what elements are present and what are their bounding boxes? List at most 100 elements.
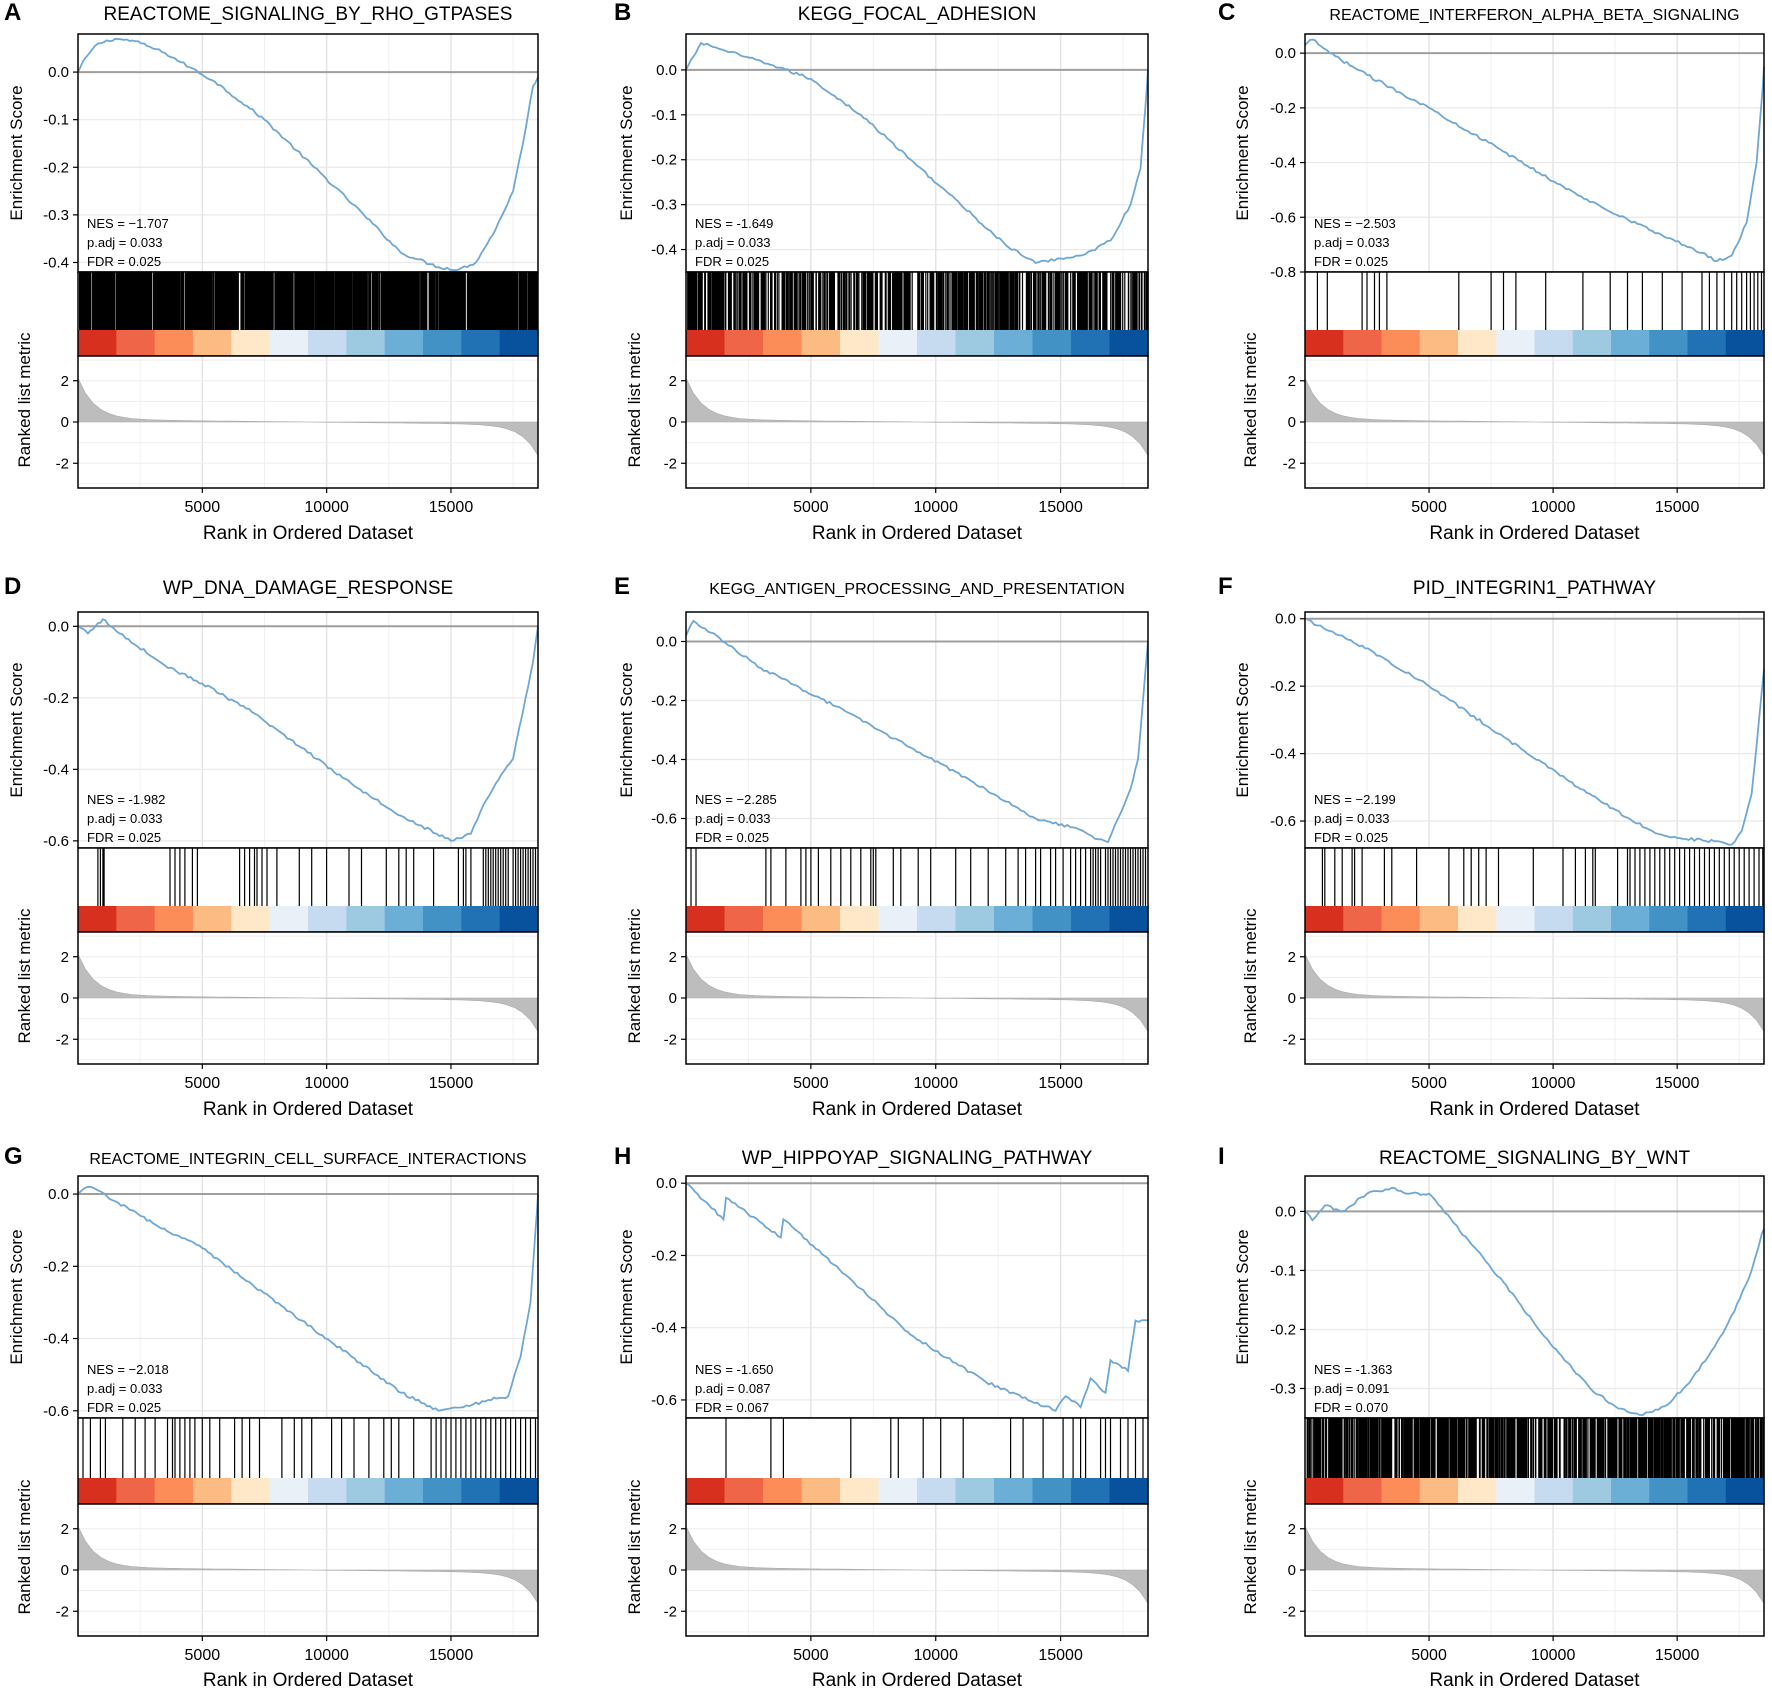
rank-color-segment	[1343, 330, 1383, 356]
es-plot-area	[686, 34, 1148, 272]
x-axis-label: Rank in Ordered Dataset	[203, 523, 414, 544]
x-axis-label: Rank in Ordered Dataset	[812, 523, 1023, 544]
gsea-panel-B: B KEGG_FOCAL_ADHESION 0.0 -0.1 -0.2 -0.3 -0.4 E…	[614, 0, 1149, 544]
rank-color-segment	[116, 1478, 156, 1504]
rank-color-segment	[1032, 1478, 1072, 1504]
metric-area	[1304, 1526, 1765, 1605]
rank-color-segment	[763, 906, 803, 932]
xtick-label: 15000	[1655, 1075, 1700, 1092]
metric-ytick-label: 2	[61, 1521, 69, 1538]
rank-color-segment	[955, 1478, 995, 1504]
panel-letter: A	[4, 0, 21, 26]
panel-letter: B	[614, 0, 631, 26]
es-plot-area	[78, 612, 538, 848]
hit-lines	[1316, 272, 1763, 330]
es-curve	[685, 41, 1149, 265]
gsea-panel-I: I REACTOME_SIGNALING_BY_WNT 0.0 -0.1 -0.2 -0.…	[1218, 1143, 1765, 1691]
stats-text: p.adj = 0.033	[1314, 811, 1390, 826]
rank-color-segment	[1381, 330, 1421, 356]
es-ytick-label: -0.6	[651, 811, 677, 828]
es-ylabel: Enrichment Score	[617, 85, 636, 220]
es-ytick-label: -0.1	[651, 107, 677, 124]
metric-area	[77, 1526, 539, 1605]
rank-color-segment	[763, 1478, 803, 1504]
es-ytick-label: -0.8	[1270, 264, 1296, 281]
stats-text: p.adj = 0.033	[87, 811, 163, 826]
rank-color-segment	[1343, 1478, 1383, 1504]
rank-color-segment	[1572, 330, 1612, 356]
rank-color-segment	[1496, 330, 1536, 356]
rank-color-segment	[461, 906, 501, 932]
xtick-label: 5000	[1411, 1647, 1447, 1664]
stats-text: FDR = 0.025	[695, 830, 769, 845]
es-curve	[685, 619, 1149, 844]
rank-color-segment	[193, 906, 232, 932]
es-ylabel: Enrichment Score	[1233, 662, 1252, 797]
stats-text: p.adj = 0.033	[87, 235, 163, 250]
rank-color-segment	[763, 330, 803, 356]
rank-color-segment	[308, 906, 347, 932]
es-ytick-label: 0.0	[48, 1186, 69, 1203]
xtick-label: 5000	[793, 1647, 829, 1664]
es-curve	[1304, 1186, 1765, 1416]
rank-color-segment	[269, 1478, 309, 1504]
hit-lines	[79, 272, 539, 330]
rank-color-segment	[384, 1478, 424, 1504]
rank-color-segment	[78, 1478, 117, 1504]
metric-ytick-label: 0	[1288, 990, 1296, 1007]
metric-area	[685, 954, 1149, 1033]
es-ylabel: Enrichment Score	[1233, 1229, 1252, 1364]
es-ytick-label: -0.6	[1270, 209, 1296, 226]
metric-ytick-label: -2	[664, 1031, 677, 1048]
stats-text: p.adj = 0.033	[695, 235, 771, 250]
metric-ytick-label: 0	[1288, 1562, 1296, 1579]
xtick-label: 15000	[429, 499, 474, 516]
rank-color-segment	[346, 1478, 386, 1504]
es-ylabel: Enrichment Score	[7, 662, 26, 797]
es-ytick-label: 0.0	[48, 618, 69, 635]
rank-color-segment	[423, 906, 462, 932]
es-ylabel: Enrichment Score	[1233, 85, 1252, 220]
rank-color-segment	[840, 330, 880, 356]
stats-text: p.adj = 0.091	[1314, 1381, 1390, 1396]
rank-color-segment	[994, 906, 1034, 932]
es-ytick-label: -0.1	[43, 112, 69, 129]
es-plot-area	[686, 612, 1148, 848]
es-ytick-label: -0.2	[651, 693, 677, 710]
es-ytick-label: -0.6	[43, 833, 69, 850]
rank-color-segment	[116, 330, 156, 356]
rank-color-segment	[917, 330, 957, 356]
metric-ylabel: Ranked list metric	[15, 908, 34, 1044]
rank-color-segment	[231, 1478, 271, 1504]
xtick-label: 5000	[185, 1075, 221, 1092]
es-ytick-label: -0.3	[43, 207, 69, 224]
xtick-label: 5000	[793, 1075, 829, 1092]
gsea-panel-A: A REACTOME_SIGNALING_BY_RHO_GTPASES 0.0 -0.…	[4, 0, 539, 544]
es-plot-area	[1305, 34, 1764, 272]
stats-text: NES = -1.363	[1314, 1362, 1392, 1377]
metric-ylabel: Ranked list metric	[1241, 908, 1260, 1044]
rank-color-segment	[1649, 1478, 1689, 1504]
rank-color-segment	[269, 906, 309, 932]
panel-title: REACTOME_INTERFERON_ALPHA_BETA_SIGNALING	[1329, 7, 1739, 24]
xtick-label: 10000	[304, 1075, 349, 1092]
es-ytick-label: -0.6	[651, 1392, 677, 1409]
rank-color-segment	[724, 330, 764, 356]
panel-title: WP_HIPPOYAP_SIGNALING_PATHWAY	[742, 1148, 1093, 1169]
es-plot-area	[1305, 612, 1764, 848]
xtick-label: 10000	[1531, 1075, 1576, 1092]
xtick-label: 10000	[304, 1647, 349, 1664]
metric-ylabel: Ranked list metric	[625, 332, 644, 468]
rank-color-segment	[724, 906, 764, 932]
es-ytick-label: -0.4	[651, 752, 677, 769]
es-ylabel: Enrichment Score	[7, 85, 26, 220]
es-ytick-label: -0.4	[43, 254, 69, 271]
xtick-label: 5000	[185, 499, 221, 516]
es-ytick-label: -0.2	[1270, 100, 1296, 117]
hits-area	[78, 1418, 538, 1478]
rank-color-segment	[1458, 906, 1497, 932]
gsea-panel-C: C REACTOME_INTERFERON_ALPHA_BETA_SIGNALIN…	[1218, 0, 1765, 544]
metric-ytick-label: -2	[1283, 1031, 1296, 1048]
